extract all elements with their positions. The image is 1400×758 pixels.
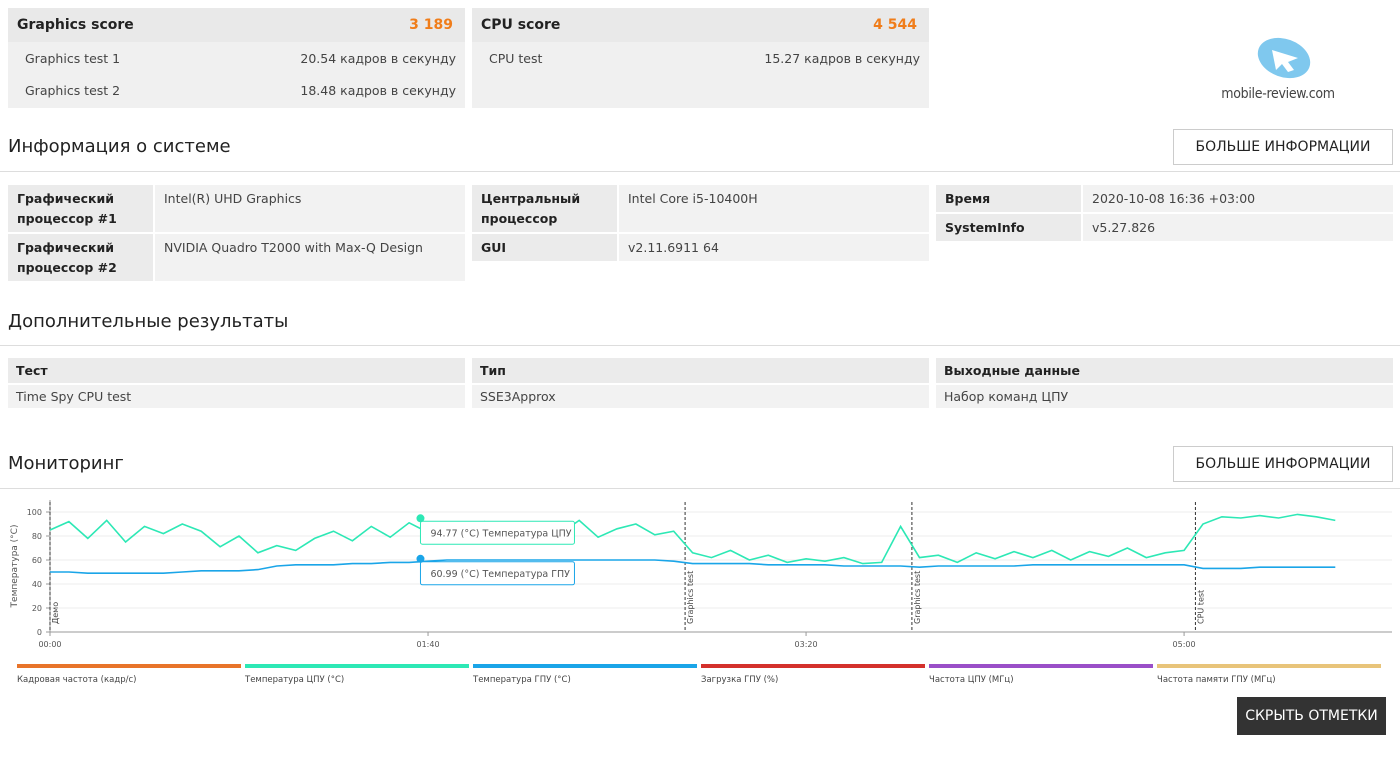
legend-swatch: [17, 664, 241, 668]
test-marker-label: Graphics test: [913, 571, 922, 624]
section-title: Дополнительные результаты: [8, 311, 289, 332]
score-title: CPU score: [481, 17, 561, 33]
test-row: Graphics test 2 18.48 кадров в секунду: [8, 74, 465, 106]
test-name: Graphics test 2: [25, 82, 121, 98]
test-row: Graphics test 1 20.54 кадров в секунду: [8, 42, 465, 74]
info-value: v5.27.826: [1083, 214, 1393, 241]
tooltip-box: [419, 520, 575, 545]
x-tick-label: 05:00: [1173, 640, 1196, 649]
result-header: Тест: [8, 358, 465, 383]
info-group: Графический процессор #1 Intel(R) UHD Gra…: [8, 185, 465, 281]
legend-label: Загрузка ГПУ (%): [701, 675, 778, 685]
legend-swatch: [473, 664, 697, 668]
hide-markers-button[interactable]: СКРЫТЬ ОТМЕТКИ: [1237, 697, 1386, 735]
section-title: Информация о системе: [8, 136, 231, 157]
score-title: Graphics score: [17, 17, 134, 33]
legend-swatch: [1157, 664, 1381, 668]
info-label: Центральный процессор: [472, 185, 617, 232]
y-tick-label: 20: [32, 604, 42, 613]
more-info-button[interactable]: БОЛЬШЕ ИНФОРМАЦИИ: [1173, 446, 1393, 482]
y-axis-label: Температура (°C): [10, 525, 20, 609]
test-result: 18.48 кадров в секунду: [300, 82, 456, 98]
y-tick-label: 40: [32, 580, 42, 589]
result-column: Тест Time Spy CPU test: [8, 358, 465, 408]
test-row: CPU test 15.27 кадров в секунду: [472, 42, 929, 74]
result-value: Набор команд ЦПУ: [936, 385, 1393, 408]
result-value: Time Spy CPU test: [8, 385, 465, 408]
legend-label: Частота ЦПУ (МГц): [929, 675, 1014, 685]
test-result: 15.27 кадров в секунду: [764, 50, 920, 66]
info-label: Графический процессор #2: [8, 234, 153, 281]
legend-swatch: [929, 664, 1153, 668]
divider: [0, 488, 1400, 489]
score-value: 4 544: [873, 17, 917, 33]
test-name: Graphics test 1: [25, 50, 121, 66]
tooltip-text: 94.77 (°C) Температура ЦПУ: [430, 528, 571, 539]
x-tick-label: 01:40: [416, 640, 439, 649]
info-group: Центральный процессор Intel Core i5-10400…: [472, 185, 929, 261]
score-header: Graphics score 3 189: [8, 8, 465, 42]
legend-label: Температура ГПУ (°C): [472, 675, 571, 685]
result-column: Тип SSE3Approx: [472, 358, 929, 408]
legend-swatch: [701, 664, 925, 668]
score-header: CPU score 4 544: [472, 8, 929, 42]
series-line: [50, 559, 1336, 574]
y-tick-label: 100: [27, 508, 42, 517]
tooltip-point: [416, 554, 425, 563]
score-box: CPU score 4 544 CPU test 15.27 кадров в сек…: [472, 8, 929, 108]
info-label: Графический процессор #1: [8, 185, 153, 232]
y-tick-label: 0: [37, 628, 42, 637]
y-tick-label: 80: [32, 532, 42, 541]
monitoring-chart: 0 20 40 60 80 100 00:00 01:40 03:20 05:00 Температ…: [10, 500, 1392, 685]
x-tick-label: 03:20: [795, 640, 818, 649]
info-label: Время: [936, 185, 1081, 212]
tooltip-box: [419, 561, 575, 586]
score-box: Graphics score 3 189 Graphics test 1 20.54 …: [8, 8, 465, 108]
x-tick-label: 00:00: [38, 640, 61, 649]
info-group: Время 2020-10-08 16:36 +03:00 SystemInfo v5…: [936, 185, 1393, 241]
series-line: [49, 513, 1336, 565]
test-marker-label: Graphics test: [686, 571, 695, 624]
info-label: GUI: [472, 234, 617, 261]
result-header: Тип: [472, 358, 929, 383]
logo-icon: [1257, 37, 1311, 79]
info-value: v2.11.6911 64: [619, 234, 929, 261]
info-value: 2020-10-08 16:36 +03:00: [1083, 185, 1393, 212]
legend-label: Температура ЦПУ (°C): [244, 675, 344, 685]
divider: [0, 345, 1400, 346]
info-label: SystemInfo: [936, 214, 1081, 241]
test-marker-label: Демо: [51, 602, 60, 624]
tooltip-text: 60.99 (°C) Температура ГПУ: [430, 569, 570, 580]
test-marker-label: CPU test: [1196, 590, 1205, 624]
info-value: NVIDIA Quadro T2000 with Max-Q Design: [155, 234, 465, 281]
test-name: CPU test: [489, 50, 543, 66]
score-value: 3 189: [409, 17, 453, 33]
divider: [0, 171, 1400, 172]
tooltip-point: [416, 514, 425, 523]
section-title: Мониторинг: [8, 453, 124, 474]
result-column: Выходные данные Набор команд ЦПУ: [936, 358, 1393, 408]
info-value: Intel Core i5-10400H: [619, 185, 929, 232]
result-header: Выходные данные: [936, 358, 1393, 383]
legend-label: Кадровая частота (кадр/с): [17, 675, 136, 685]
y-tick-label: 60: [32, 556, 42, 565]
logo-text: mobile-review.com: [1221, 86, 1335, 102]
test-result: 20.54 кадров в секунду: [300, 50, 456, 66]
more-info-button[interactable]: БОЛЬШЕ ИНФОРМАЦИИ: [1173, 129, 1393, 165]
info-value: Intel(R) UHD Graphics: [155, 185, 465, 232]
result-value: SSE3Approx: [472, 385, 929, 408]
legend-swatch: [245, 664, 469, 668]
legend-label: Частота памяти ГПУ (МГц): [1157, 675, 1276, 685]
